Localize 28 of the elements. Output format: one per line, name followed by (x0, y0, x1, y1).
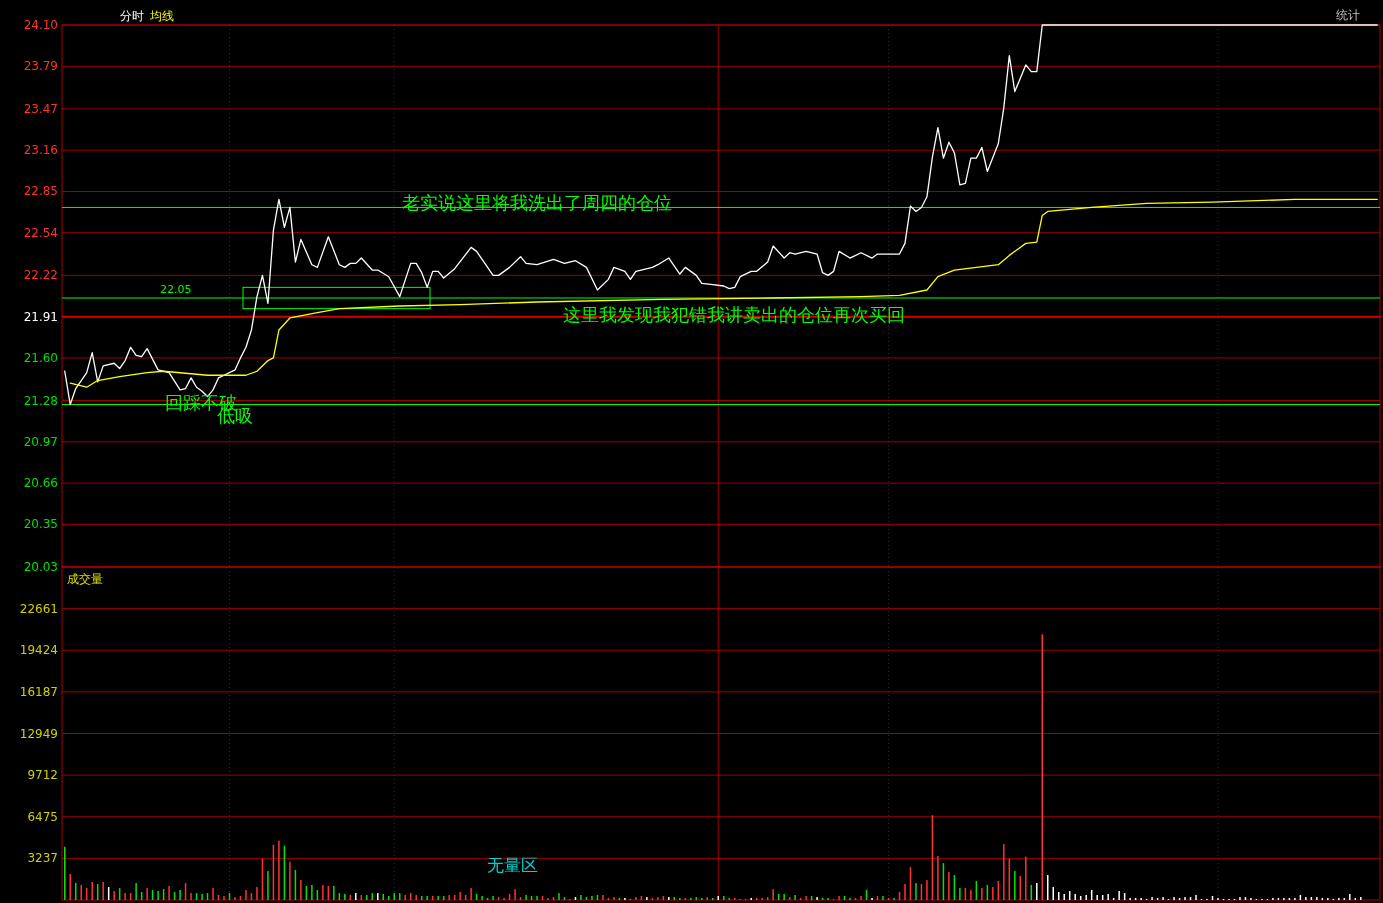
y-tick-label: 3237 (27, 851, 58, 866)
y-tick-label: 12949 (19, 726, 58, 741)
y-tick-label: 21.60 (23, 350, 58, 365)
text: 均线 (149, 9, 174, 23)
ref-line-label: 22.05 (160, 283, 192, 296)
y-tick-label: 23.16 (23, 143, 58, 158)
annotation: 无量区 (486, 855, 538, 875)
y-tick-label: 20.35 (23, 517, 58, 532)
y-tick-label: 16187 (19, 684, 58, 699)
y-tick-label: 21.28 (23, 393, 58, 408)
y-tick-label: 23.79 (23, 59, 58, 74)
y-tick-label: 24.10 (23, 18, 58, 32)
y-tick-label: 20.66 (23, 476, 58, 491)
y-tick-label: 22661 (19, 601, 58, 616)
y-tick-label: 20.03 (23, 560, 58, 574)
annotation: 老实说这里将我洗出了周四的仓位 (402, 191, 672, 213)
chart-title: 分时 (120, 9, 144, 23)
y-tick-label: 6475 (27, 809, 58, 824)
y-tick-label: 22.22 (23, 268, 58, 283)
y-tick-label: 19424 (19, 643, 58, 658)
y-tick-label: 23.47 (23, 101, 58, 116)
y-tick-label: 22.85 (23, 184, 58, 199)
text: 统计 (1336, 8, 1360, 22)
y-tick-label: 22.54 (23, 225, 58, 240)
y-tick-label: 21.91 (23, 309, 58, 324)
y-tick-label: 9712 (27, 768, 58, 783)
text: 成交量 (67, 572, 103, 586)
y-tick-label: 20.97 (23, 434, 58, 449)
